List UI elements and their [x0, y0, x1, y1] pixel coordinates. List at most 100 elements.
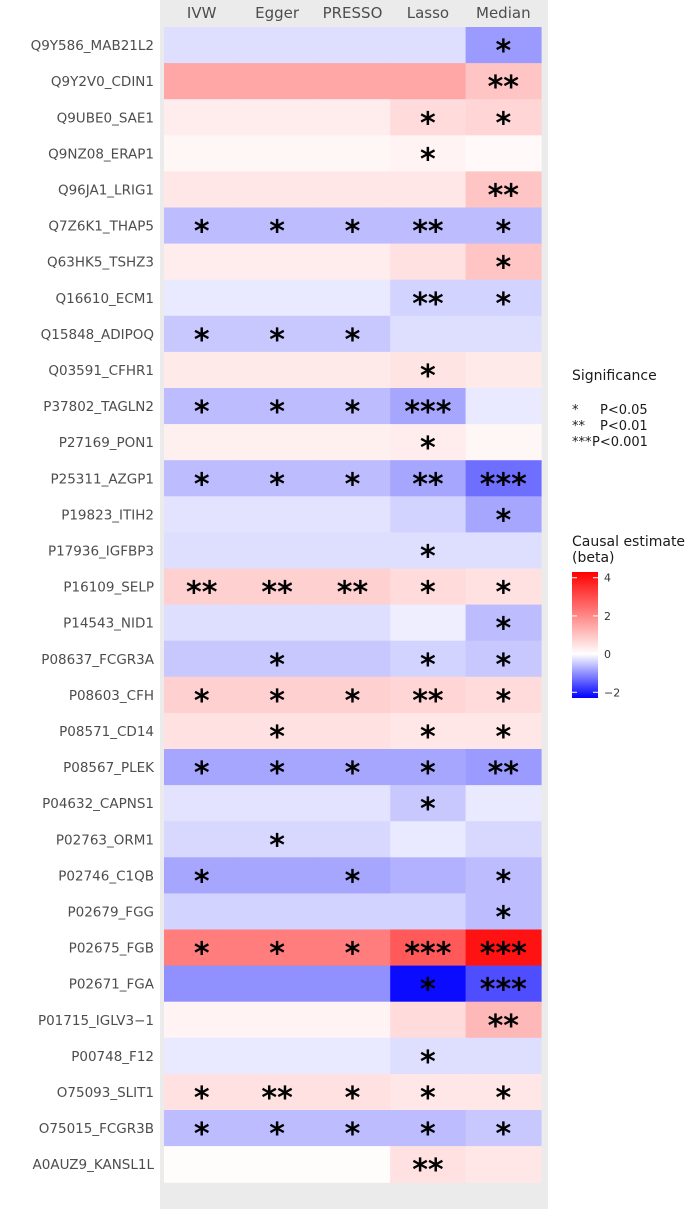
- row-label: P02671_FGA: [69, 977, 155, 993]
- heatmap-cell: [465, 785, 542, 822]
- row-label: P08567_PLEK: [63, 760, 155, 776]
- significance-mark: ***: [480, 973, 527, 1008]
- heatmap-cell: [164, 424, 240, 461]
- heatmap-cell: [239, 424, 316, 461]
- significance-mark: *: [495, 251, 511, 286]
- heatmap-cell: [465, 1037, 542, 1075]
- heatmap-cell: [314, 388, 391, 425]
- significance-mark: **: [488, 70, 520, 105]
- significance-mark: *: [194, 323, 210, 358]
- significance-mark: *: [345, 323, 361, 358]
- sig-legend-label-3: P<0.001: [592, 435, 648, 450]
- heatmap-cell: [314, 1073, 391, 1111]
- heatmap-cell: [390, 315, 467, 353]
- significance-mark: **: [261, 1081, 293, 1116]
- heatmap-cell: [239, 604, 316, 642]
- row-label: Q03591_CFHR1: [48, 363, 154, 379]
- row-label: Q9Y2V0_CDIN1: [51, 74, 154, 90]
- row-label: P02763_ORM1: [56, 832, 154, 848]
- heatmap-cell: [390, 1110, 467, 1147]
- heatmap-cell: [164, 1037, 240, 1075]
- heatmap-cell: [164, 315, 240, 353]
- heatmap-cell: [465, 712, 542, 750]
- row-label: P08637_FCGR3A: [41, 652, 154, 668]
- row-label: Q63HK5_TSHZ3: [47, 255, 154, 271]
- significance-mark: *: [345, 1081, 361, 1116]
- significance-mark: *: [345, 215, 361, 250]
- significance-mark: *: [495, 503, 511, 538]
- heatmap-cell: [314, 496, 391, 533]
- column-label-median: Median: [476, 4, 531, 22]
- heatmap-cell: [239, 279, 316, 317]
- row-label: O75093_SLIT1: [57, 1085, 154, 1101]
- significance-mark: *: [495, 720, 511, 755]
- heatmap-cell: [465, 749, 542, 786]
- row-label: Q9NZ08_ERAP1: [48, 146, 154, 162]
- heatmap-cell: [465, 315, 542, 353]
- sig-legend-symbol-1: *: [572, 403, 579, 418]
- heatmap-cell: [465, 27, 542, 64]
- heatmap-cell: [164, 460, 240, 497]
- heatmap-cell: [314, 27, 391, 64]
- significance-mark: *: [269, 323, 285, 358]
- heatmap-cell: [164, 99, 240, 136]
- heatmap-cell: [314, 893, 391, 931]
- significance-legend-title: Significance: [572, 368, 657, 384]
- heatmap-cell: [164, 568, 240, 606]
- significance-mark: **: [488, 178, 520, 213]
- heatmap-cell: [239, 893, 316, 931]
- column-label-lasso: Lasso: [407, 4, 449, 22]
- significance-mark: ***: [404, 395, 451, 430]
- significance-mark: *: [345, 467, 361, 502]
- row-label: P02675_FGB: [69, 941, 154, 957]
- significance-legend: Significance * P<0.05 ** P<0.01 *** P<0.…: [572, 368, 657, 450]
- heatmap-cell: [164, 27, 240, 64]
- colorbar-tick-label: 0: [604, 648, 611, 661]
- significance-mark: ***: [480, 467, 527, 502]
- heatmap-cell: [465, 496, 542, 533]
- heatmap-cell: [164, 965, 240, 1003]
- row-label: P02679_FGG: [67, 904, 154, 920]
- heatmap-cell: [314, 460, 391, 497]
- heatmap-cell: [465, 1110, 542, 1147]
- heatmap-cell: [164, 135, 240, 172]
- heatmap-cell: [390, 171, 467, 209]
- heatmap-cell: [390, 1001, 467, 1039]
- row-label: P25311_AZGP1: [50, 471, 154, 487]
- heatmap-cell: [314, 171, 391, 209]
- heatmap-cell: [314, 857, 391, 894]
- heatmap-cell: [465, 279, 542, 317]
- significance-mark: **: [412, 287, 444, 322]
- significance-mark: **: [261, 576, 293, 611]
- significance-mark: *: [420, 973, 436, 1008]
- heatmap-cell: [314, 424, 391, 461]
- heatmap-cell: [390, 821, 467, 858]
- heatmap-cell: [390, 712, 467, 750]
- column-label-egger: Egger: [255, 4, 300, 22]
- color-legend-title-line2: (beta): [572, 550, 615, 566]
- significance-mark: *: [495, 648, 511, 683]
- row-label: Q9Y586_MAB21L2: [31, 38, 154, 54]
- heatmap-cell: [390, 27, 467, 64]
- significance-mark: *: [194, 864, 210, 899]
- heatmap-cell: [239, 27, 316, 64]
- significance-mark: *: [420, 792, 436, 827]
- heatmap-cell: [390, 279, 467, 317]
- significance-mark: *: [194, 937, 210, 972]
- significance-mark: *: [194, 756, 210, 791]
- significance-mark: *: [495, 612, 511, 647]
- heatmap-cell: [164, 1110, 240, 1147]
- heatmap-cell: [390, 929, 467, 967]
- heatmap-cell: [390, 388, 467, 425]
- significance-mark: *: [420, 539, 436, 574]
- heatmap-cell: [239, 1146, 316, 1183]
- column-label-presso: PRESSO: [323, 4, 383, 22]
- heatmap-cell: [390, 207, 467, 245]
- color-legend: Causal estimate (beta) 4 2 0 −2: [572, 534, 685, 699]
- heatmap-cell: [465, 676, 542, 714]
- color-legend-title-line1: Causal estimate: [572, 534, 685, 550]
- significance-mark: *: [269, 937, 285, 972]
- heatmap-cell: [390, 1073, 467, 1111]
- heatmap-cell: [314, 279, 391, 317]
- row-label: P01715_IGLV3−1: [38, 1013, 154, 1029]
